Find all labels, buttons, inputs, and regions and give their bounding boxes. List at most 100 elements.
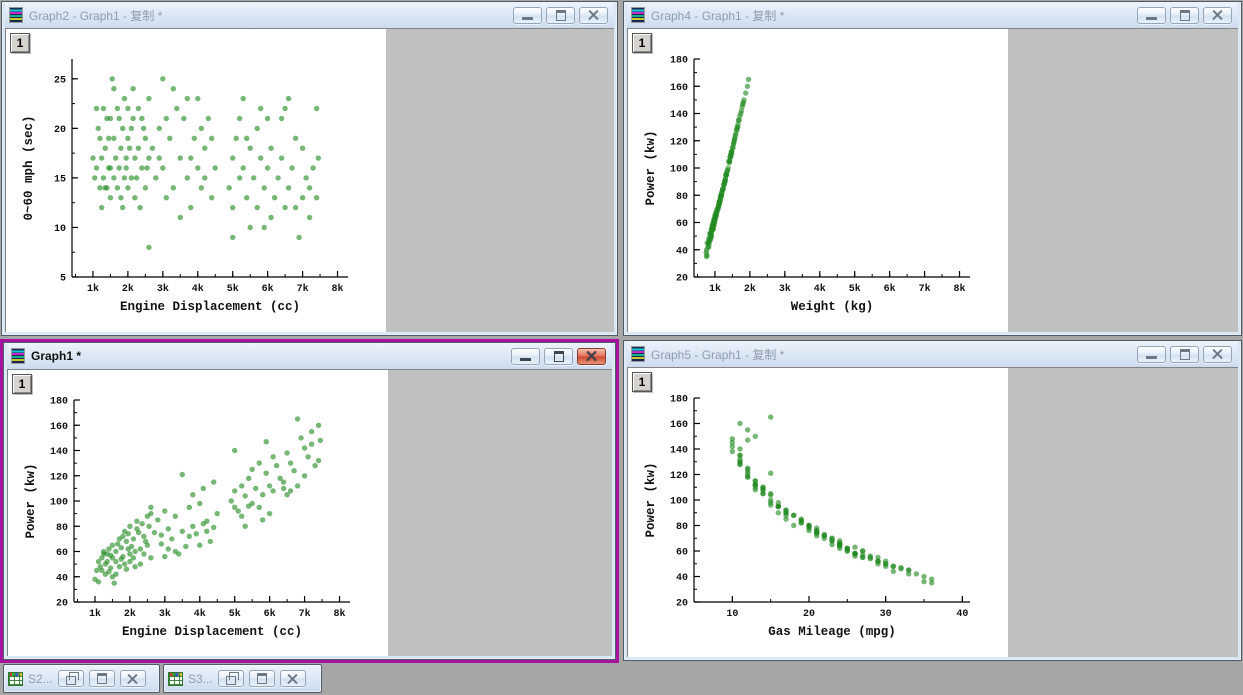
scatter-plot-power-vs-displacement[interactable]: 1k 2k 3k 4k 5k 6k 7k 8k 20 40 60 80 100 120 140 160 180 E…	[8, 370, 388, 656]
svg-text:Power (kw): Power (kw)	[644, 130, 658, 205]
window-title: Graph2 - Graph1 - 复制 *	[29, 8, 163, 23]
scatter-plot-power-vs-weight[interactable]: 1k 2k 3k 4k 5k 6k 7k 8k 20 40 60 80 100 120 140 160 180 W…	[628, 29, 1008, 332]
graph-window-icon[interactable]	[11, 348, 25, 364]
svg-text:2k: 2k	[124, 608, 136, 620]
minimize-icon	[520, 357, 531, 361]
scatter-plot-time-vs-displacement[interactable]: 1k 2k 3k 4k 5k 6k 7k 8k 5 10 15 20 25 Engine Displace…	[6, 29, 386, 332]
restore-button[interactable]	[217, 670, 244, 687]
window-title: Graph5 - Graph1 - 复制 *	[651, 347, 785, 362]
graph-client-area: 1 1k 2k 3k 4k 5k 6k 7k 8k 5 10 15 20 25 Engine Displa…	[5, 28, 614, 332]
svg-text:140: 140	[670, 110, 688, 121]
svg-text:3k: 3k	[779, 283, 791, 295]
svg-text:60: 60	[676, 219, 688, 230]
minimized-window-s2[interactable]: S2...	[3, 664, 160, 693]
svg-text:120: 120	[670, 137, 688, 148]
restore-button[interactable]	[57, 670, 84, 687]
graph-window-icon[interactable]	[631, 7, 645, 23]
layer-1-button[interactable]: 1	[632, 33, 652, 53]
svg-text:20: 20	[676, 599, 688, 610]
titlebar-graph5[interactable]: Graph5 - Graph1 - 复制 *	[627, 341, 1238, 367]
restore-icon	[553, 350, 564, 362]
window-graph4[interactable]: Graph4 - Graph1 - 复制 * 1 1k 2k 3k 4k 5k 6k 7k 8…	[623, 1, 1242, 336]
graph-page: 1 1k 2k 3k 4k 5k 6k 7k 8k 5 10 15 20 25 Engine Displa…	[6, 29, 386, 332]
layer-1-button[interactable]: 1	[10, 33, 30, 53]
svg-text:10: 10	[54, 224, 66, 235]
window-title: Graph4 - Graph1 - 复制 *	[651, 8, 785, 23]
minimized-window-title: S3...	[188, 671, 213, 686]
svg-text:10: 10	[726, 609, 738, 620]
minimize-icon	[1146, 16, 1157, 20]
graph-client-area: 1 1k 2k 3k 4k 5k 6k 7k 8k 20 40 60 80 100 120 140 160 18…	[627, 28, 1238, 332]
worksheet-icon[interactable]	[168, 671, 183, 686]
close-button[interactable]	[577, 347, 606, 365]
graph-window-icon[interactable]	[631, 346, 645, 362]
svg-text:30: 30	[880, 609, 892, 620]
svg-text:80: 80	[676, 192, 688, 203]
worksheet-icon[interactable]	[8, 671, 23, 686]
svg-text:100: 100	[50, 498, 68, 509]
minimize-button[interactable]	[513, 6, 542, 24]
svg-text:180: 180	[670, 395, 688, 406]
minimize-button[interactable]	[1137, 345, 1166, 363]
svg-text:140: 140	[670, 446, 688, 457]
svg-text:7k: 7k	[919, 283, 931, 295]
restore-button[interactable]	[1170, 6, 1199, 24]
close-button[interactable]	[1203, 6, 1232, 24]
svg-text:40: 40	[676, 246, 688, 257]
maximize-button[interactable]	[88, 670, 115, 687]
svg-text:5k: 5k	[227, 283, 239, 295]
close-button[interactable]	[119, 670, 146, 687]
svg-text:15: 15	[54, 174, 66, 185]
svg-text:8k: 8k	[954, 283, 966, 295]
close-icon	[587, 10, 600, 21]
close-button[interactable]	[279, 670, 306, 687]
svg-text:20: 20	[56, 599, 68, 610]
maximize-icon	[256, 673, 267, 684]
svg-text:1k: 1k	[87, 283, 99, 295]
titlebar-graph4[interactable]: Graph4 - Graph1 - 复制 *	[627, 2, 1238, 28]
window-graph2[interactable]: Graph2 - Graph1 - 复制 * 1 1k 2k 3k 4k 5k 6k 7k 8…	[1, 1, 618, 336]
svg-text:Weight (kg): Weight (kg)	[791, 300, 874, 314]
svg-text:7k: 7k	[299, 608, 311, 620]
svg-text:120: 120	[670, 471, 688, 482]
maximize-icon	[96, 673, 107, 684]
graph-window-icon[interactable]	[9, 7, 23, 23]
svg-text:4k: 4k	[192, 283, 204, 295]
window-graph1[interactable]: Graph1 * 1 1k 2k 3k 4k 5k 6k 7k 8k 20 40 60 80 100 12…	[0, 339, 619, 663]
svg-text:2k: 2k	[744, 283, 756, 295]
close-icon	[1211, 349, 1224, 360]
svg-text:60: 60	[676, 548, 688, 559]
minimized-window-s3[interactable]: S3...	[163, 664, 322, 693]
restore-icon	[1179, 9, 1190, 21]
svg-text:140: 140	[50, 447, 68, 458]
svg-text:100: 100	[670, 497, 688, 508]
close-button[interactable]	[579, 6, 608, 24]
restore-icon	[1179, 348, 1190, 360]
restore-button[interactable]	[546, 6, 575, 24]
svg-text:160: 160	[670, 420, 688, 431]
layer-1-button[interactable]: 1	[12, 374, 32, 394]
svg-text:180: 180	[670, 56, 688, 67]
restore-button[interactable]	[544, 347, 573, 365]
close-button[interactable]	[1203, 345, 1232, 363]
svg-text:7k: 7k	[297, 283, 309, 295]
maximize-button[interactable]	[248, 670, 275, 687]
titlebar-graph2[interactable]: Graph2 - Graph1 - 复制 *	[5, 2, 614, 28]
svg-text:40: 40	[676, 573, 688, 584]
graph-client-area: 1 10 20 30 40 20 40 60 80 100 120 140 160 180 Gas Mil…	[627, 367, 1238, 657]
layer-1-button[interactable]: 1	[632, 372, 652, 392]
window-graph5[interactable]: Graph5 - Graph1 - 复制 * 1 10 20 30 40 20 40 60 8…	[623, 340, 1242, 661]
svg-text:Engine Displacement (cc): Engine Displacement (cc)	[122, 625, 302, 639]
restore-button[interactable]	[1170, 345, 1199, 363]
titlebar-graph1[interactable]: Graph1 *	[7, 343, 612, 369]
scatter-plot-power-vs-mileage[interactable]: 10 20 30 40 20 40 60 80 100 120 140 160 180 Gas Milea…	[628, 368, 1008, 657]
svg-text:Power (kw): Power (kw)	[24, 463, 38, 538]
svg-text:80: 80	[676, 522, 688, 533]
graph-page: 1 1k 2k 3k 4k 5k 6k 7k 8k 20 40 60 80 100 120 140 160 18…	[8, 370, 388, 656]
svg-text:20: 20	[803, 609, 815, 620]
window-title: Graph1 *	[31, 349, 82, 363]
svg-text:2k: 2k	[122, 283, 134, 295]
svg-text:180: 180	[50, 397, 68, 408]
minimize-button[interactable]	[511, 347, 540, 365]
minimize-button[interactable]	[1137, 6, 1166, 24]
